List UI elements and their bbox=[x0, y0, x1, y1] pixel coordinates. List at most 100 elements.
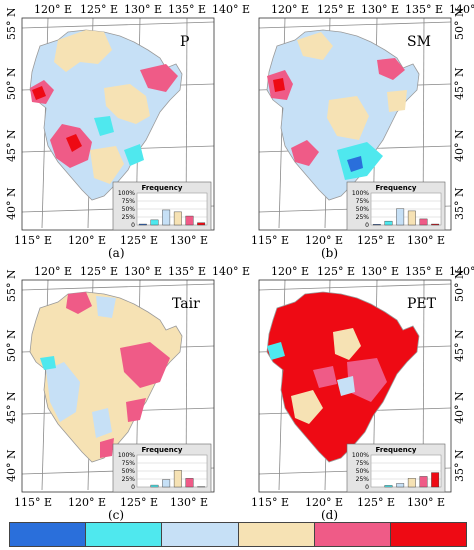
inset-y-tick: 25% bbox=[356, 214, 370, 221]
region-pink-3 bbox=[140, 64, 178, 92]
region-pink-4 bbox=[100, 438, 114, 458]
top-tick: 135° E bbox=[168, 265, 206, 278]
left-tick: 50° N bbox=[5, 67, 18, 100]
inset-bar bbox=[162, 209, 171, 226]
region-beige-2 bbox=[104, 84, 150, 124]
inset-title: Frequency bbox=[376, 184, 417, 192]
top-tick: 130° E bbox=[361, 3, 399, 16]
frequency-inset: Frequency 100%75%50%25%0 bbox=[346, 443, 446, 493]
region-base bbox=[29, 291, 183, 463]
top-tick: 125° E bbox=[317, 3, 355, 16]
left-tick: 40° N bbox=[5, 187, 18, 220]
variable-name: Tair bbox=[172, 296, 200, 312]
top-tick: 125° E bbox=[80, 3, 118, 16]
region-base bbox=[266, 291, 420, 463]
top-tick: 120° E bbox=[271, 265, 309, 278]
map-b: 120° E 125° E 130° E 135° E 140° E 115° … bbox=[251, 3, 474, 247]
bottom-tick: 125° E bbox=[357, 234, 395, 247]
inset-y-tick: 0 bbox=[365, 484, 369, 491]
top-tick: 130° E bbox=[361, 265, 399, 278]
bottom-ticks: 115° E 120° E 125° E 130° E bbox=[14, 234, 208, 247]
region-pink-2 bbox=[120, 342, 170, 388]
panel-d: 120° E 125° E 130° E 135° E 140° E 115° … bbox=[237, 262, 474, 522]
inset-bar bbox=[150, 484, 159, 488]
panel-label: (d) bbox=[321, 508, 339, 522]
inset-y-tick: 50% bbox=[356, 206, 370, 213]
inset-bar bbox=[150, 219, 159, 226]
panel-label: (b) bbox=[321, 246, 339, 260]
left-tick: 50° N bbox=[5, 329, 18, 362]
bottom-tick: 120° E bbox=[305, 496, 343, 509]
bottom-ticks: 115° E 120° E 125° E 130° E bbox=[251, 496, 445, 509]
left-tick: 40° N bbox=[5, 449, 18, 482]
inset-y-tick: 75% bbox=[356, 460, 370, 467]
bottom-tick: 115° E bbox=[251, 496, 289, 509]
map-d: 120° E 125° E 130° E 135° E 140° E 115° … bbox=[251, 265, 474, 509]
inset-bar bbox=[173, 470, 182, 488]
right-tick: 40° N bbox=[453, 391, 466, 424]
bottom-tick: 130° E bbox=[170, 496, 208, 509]
inset-title: Frequency bbox=[376, 446, 417, 454]
inset-y-tick: 25% bbox=[122, 214, 136, 221]
region-blue bbox=[347, 156, 363, 172]
region-pink bbox=[66, 292, 92, 314]
legend-swatch bbox=[238, 523, 315, 546]
bottom-ticks: 115° E 120° E 125° E 130° E bbox=[14, 496, 208, 509]
inset-y-tick: 100% bbox=[352, 452, 369, 459]
bottom-tick: 115° E bbox=[251, 234, 289, 247]
legend-swatch bbox=[86, 523, 163, 546]
region-pink-2 bbox=[377, 58, 405, 80]
map-a: 120° E 125° E 130° E 135° E 140° E 115° … bbox=[5, 3, 250, 247]
inset-bar bbox=[173, 211, 182, 226]
inset-y-tick: 0 bbox=[131, 222, 135, 229]
bottom-ticks: 115° E 120° E 125° E 130° E bbox=[251, 234, 445, 247]
inset-bar bbox=[396, 208, 405, 226]
top-tick: 140° E bbox=[212, 3, 250, 16]
inset-bar bbox=[419, 476, 428, 488]
panel-label: (c) bbox=[108, 508, 125, 522]
region-cyan-2 bbox=[124, 144, 144, 166]
top-tick: 130° E bbox=[124, 265, 162, 278]
variable-name: P bbox=[180, 34, 189, 50]
bottom-tick: 125° E bbox=[120, 234, 158, 247]
region-lightblue bbox=[46, 362, 80, 422]
right-tick: 40° N bbox=[453, 129, 466, 162]
bottom-tick: 130° E bbox=[170, 234, 208, 247]
frequency-inset: Frequency 100%75%50%25%0 bbox=[112, 443, 212, 493]
right-tick: 50° N bbox=[453, 7, 466, 40]
top-tick: 120° E bbox=[34, 265, 72, 278]
bottom-tick: 125° E bbox=[357, 496, 395, 509]
region-pink-3 bbox=[126, 398, 146, 422]
bottom-tick: 115° E bbox=[14, 234, 52, 247]
left-tick: 55° N bbox=[5, 7, 18, 40]
inset-bar bbox=[384, 220, 393, 226]
color-legend bbox=[9, 522, 467, 547]
top-tick: 140° E bbox=[449, 3, 474, 16]
region-beige-2 bbox=[327, 96, 369, 140]
inset-bar bbox=[185, 478, 194, 488]
right-tick: 35° N bbox=[453, 187, 466, 220]
inset-y-tick: 75% bbox=[356, 198, 370, 205]
left-tick: 45° N bbox=[5, 391, 18, 424]
region-lightblue bbox=[337, 376, 355, 396]
inset-title: Frequency bbox=[142, 184, 183, 192]
region-beige bbox=[297, 32, 333, 60]
right-tick: 50° N bbox=[453, 269, 466, 302]
variable-name: PET bbox=[407, 296, 437, 312]
top-tick: 130° E bbox=[124, 3, 162, 16]
region-beige bbox=[54, 30, 112, 72]
top-tick: 135° E bbox=[168, 3, 206, 16]
bottom-tick: 125° E bbox=[120, 496, 158, 509]
inset-y-tick: 100% bbox=[118, 190, 135, 197]
top-tick: 125° E bbox=[317, 265, 355, 278]
inset-bar bbox=[384, 485, 393, 488]
frequency-inset: Frequency 100%75%50%25%0 bbox=[346, 181, 446, 231]
right-ticks: 50° N 45° N 40° N 35° N bbox=[453, 269, 466, 482]
inset-y-tick: 100% bbox=[352, 190, 369, 197]
legend-swatch bbox=[314, 523, 391, 546]
region-beige bbox=[333, 328, 361, 360]
frequency-inset: Frequency 100%75%50%25%0 bbox=[112, 181, 212, 231]
right-tick: 35° N bbox=[453, 449, 466, 482]
region-pink-2 bbox=[66, 134, 82, 152]
inset-bar bbox=[138, 223, 147, 226]
